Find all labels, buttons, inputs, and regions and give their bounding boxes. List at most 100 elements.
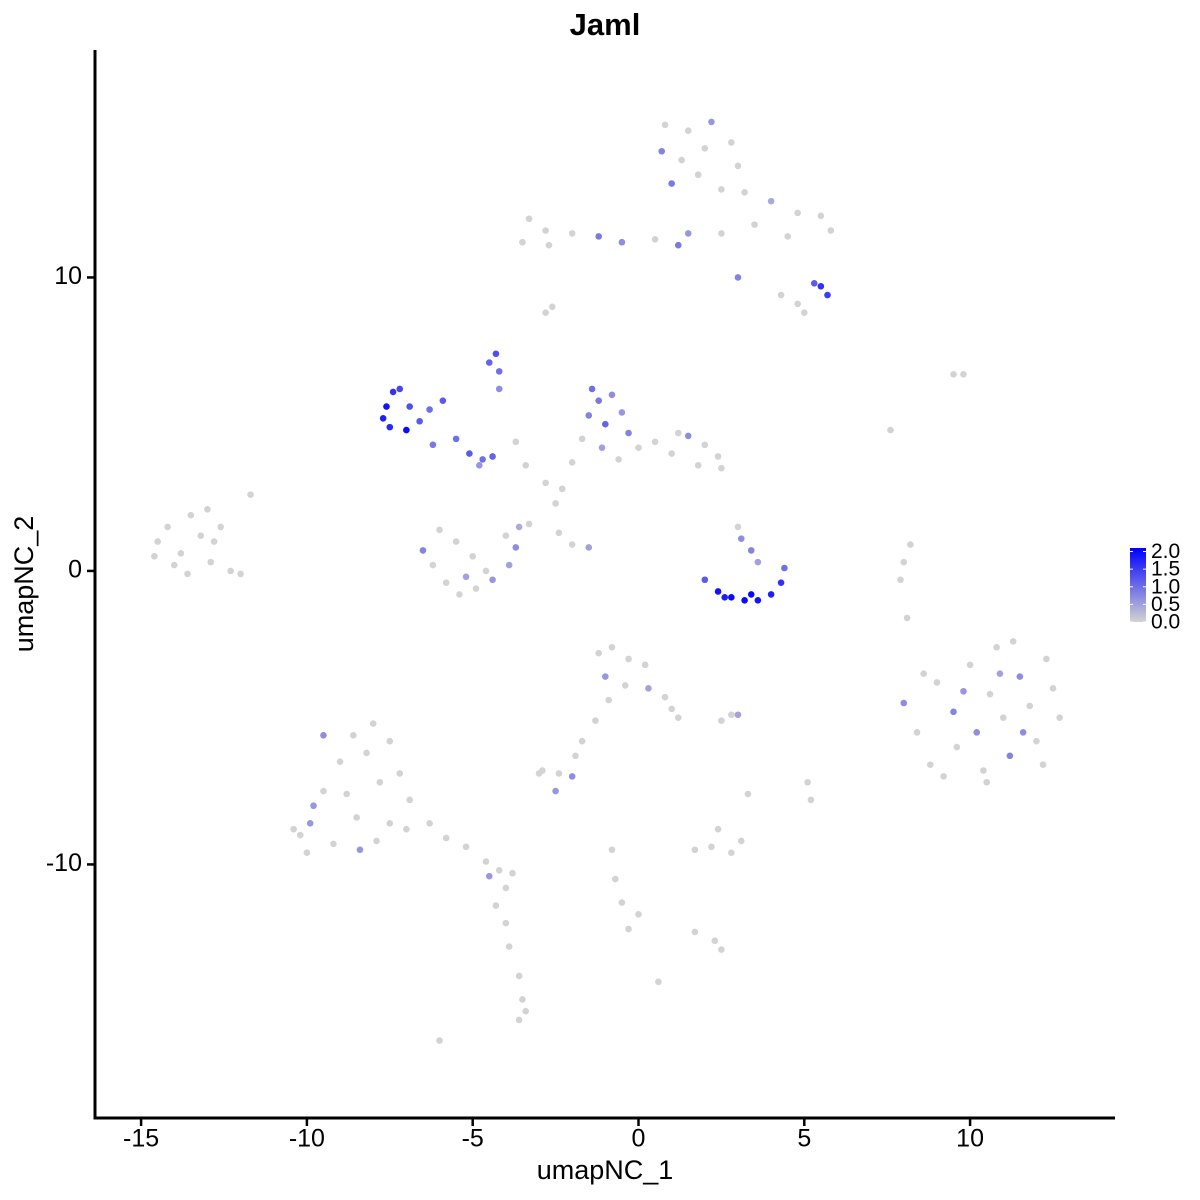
point bbox=[608, 643, 616, 651]
point bbox=[754, 558, 762, 566]
point bbox=[1056, 714, 1063, 721]
point bbox=[489, 453, 496, 460]
point bbox=[625, 429, 632, 437]
point bbox=[336, 758, 344, 766]
colorbar-label: 0.0 bbox=[1151, 611, 1180, 634]
point bbox=[482, 858, 490, 865]
point bbox=[953, 743, 961, 751]
point bbox=[1033, 737, 1040, 745]
point bbox=[429, 441, 437, 449]
point bbox=[519, 238, 526, 246]
x-tick-label: 0 bbox=[632, 1125, 646, 1153]
point bbox=[436, 526, 443, 534]
point bbox=[555, 770, 563, 777]
point bbox=[903, 614, 911, 622]
point bbox=[645, 685, 652, 692]
point bbox=[197, 532, 205, 540]
colorbar-label: 0.5 bbox=[1151, 593, 1180, 616]
point bbox=[519, 996, 526, 1003]
point bbox=[485, 872, 493, 880]
point bbox=[983, 778, 990, 786]
point bbox=[960, 687, 967, 695]
point bbox=[290, 825, 297, 833]
point bbox=[728, 849, 735, 856]
point bbox=[403, 825, 410, 833]
point bbox=[379, 415, 387, 422]
point bbox=[502, 919, 510, 927]
point bbox=[237, 570, 244, 578]
colorbar-label: 2.0 bbox=[1151, 540, 1180, 563]
point bbox=[373, 837, 380, 845]
point bbox=[900, 558, 908, 566]
point bbox=[492, 902, 500, 909]
point bbox=[734, 274, 742, 281]
point bbox=[525, 520, 533, 528]
point bbox=[621, 682, 629, 689]
point bbox=[728, 594, 735, 601]
point bbox=[611, 875, 619, 883]
point bbox=[558, 485, 566, 493]
point bbox=[668, 180, 675, 187]
point bbox=[505, 943, 513, 950]
point bbox=[247, 491, 254, 498]
point bbox=[542, 227, 549, 234]
x-tick-label: 5 bbox=[797, 1125, 811, 1153]
point bbox=[436, 1037, 443, 1044]
point bbox=[618, 409, 626, 416]
point bbox=[442, 579, 450, 586]
point bbox=[605, 696, 612, 704]
point bbox=[522, 461, 530, 469]
point bbox=[973, 729, 981, 736]
point bbox=[747, 591, 755, 598]
point bbox=[718, 230, 725, 237]
point bbox=[568, 773, 576, 780]
point bbox=[356, 846, 364, 854]
point bbox=[668, 705, 675, 713]
point bbox=[754, 596, 762, 604]
point bbox=[389, 388, 397, 396]
point bbox=[804, 778, 811, 786]
point bbox=[515, 523, 523, 531]
point bbox=[306, 820, 314, 827]
point bbox=[701, 441, 709, 449]
point bbox=[714, 453, 722, 460]
point bbox=[492, 350, 500, 358]
point bbox=[701, 145, 709, 152]
point bbox=[485, 359, 493, 366]
point bbox=[310, 802, 317, 810]
point bbox=[810, 280, 818, 287]
x-axis-label: umapNC_1 bbox=[537, 1155, 674, 1185]
point bbox=[777, 579, 785, 586]
point bbox=[452, 538, 460, 545]
point bbox=[535, 770, 543, 777]
point bbox=[542, 479, 549, 487]
point bbox=[154, 538, 161, 545]
point bbox=[950, 371, 957, 378]
point bbox=[1026, 702, 1034, 710]
point bbox=[618, 899, 626, 906]
point bbox=[800, 309, 808, 316]
point bbox=[452, 435, 460, 443]
point bbox=[767, 197, 775, 205]
point bbox=[386, 820, 394, 827]
point bbox=[708, 118, 715, 126]
point bbox=[164, 523, 171, 531]
point bbox=[635, 911, 642, 918]
point bbox=[227, 567, 234, 575]
point bbox=[598, 444, 606, 451]
point bbox=[950, 708, 957, 716]
point bbox=[734, 711, 742, 719]
point bbox=[369, 720, 377, 727]
point bbox=[542, 309, 549, 316]
point bbox=[718, 186, 725, 193]
point bbox=[691, 846, 699, 854]
point bbox=[386, 737, 394, 745]
point bbox=[552, 500, 559, 507]
point bbox=[661, 693, 669, 701]
point bbox=[217, 523, 224, 531]
point bbox=[980, 767, 987, 774]
point bbox=[734, 162, 742, 170]
point bbox=[363, 749, 370, 757]
point bbox=[668, 450, 675, 457]
point bbox=[177, 550, 185, 557]
